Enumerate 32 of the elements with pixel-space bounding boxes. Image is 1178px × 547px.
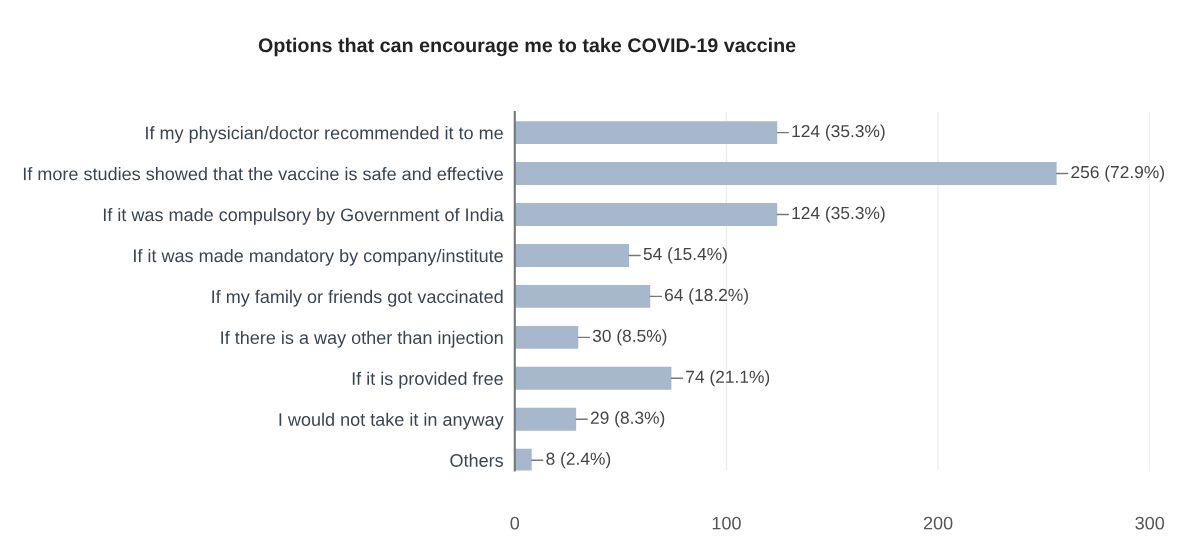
bar [514,121,778,145]
bar [514,162,1057,186]
y-tick-label: If it was made compulsory by Government of India [103,207,504,225]
data-label: 30 (8.5%) [592,329,667,346]
y-tick-label: If my physician/doctor recommended it to me [146,126,503,143]
bar [514,407,577,431]
bar [514,366,672,390]
y-tick-label: If it is provided free [352,371,503,389]
x-tick-label: 100 [712,516,741,530]
data-label: 256 (72.9%) [1071,165,1164,182]
data-label: 124 (35.3%) [792,124,885,141]
bar [514,284,651,308]
y-tick-label: I would not take it in anyway [279,412,504,430]
y-tick-label: If more studies showed that the vaccine is safe and effective [23,167,503,181]
data-label: 124 (35.3%) [792,206,885,223]
x-tick-label: 200 [923,516,953,530]
y-tick-label: If there is a way other than injection [221,330,503,348]
data-label: 74 (21.1%) [686,370,770,387]
y-tick-label: If my family or friends got vaccinated [212,289,503,307]
y-tick-label: If it was made mandatory by company/institute [134,248,503,266]
bar [514,448,532,471]
x-tick-label: 300 [1135,516,1165,530]
data-label: 29 (8.3%) [590,411,665,428]
chart-title: Options that can encourage me to take COVID-19 vaccine [258,37,796,57]
data-label: 64 (18.2%) [665,288,748,305]
x-tick-label: 0 [510,516,520,530]
bar [514,243,630,267]
bar [514,325,579,349]
y-tick-label: Others [450,453,504,467]
data-label: 54 (15.4%) [643,247,727,264]
bar [514,203,778,226]
data-label: 8 (2.4%) [546,452,611,469]
